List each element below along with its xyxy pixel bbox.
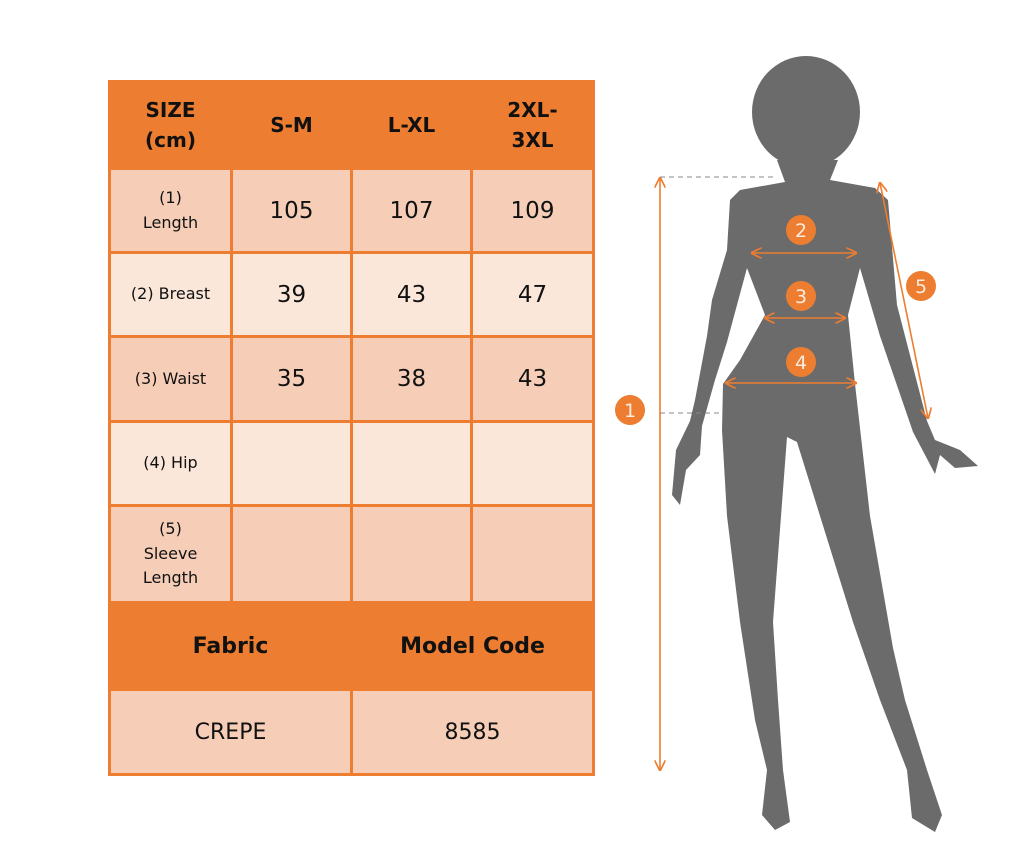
cell: 39	[230, 251, 353, 338]
cell: 43	[470, 335, 595, 423]
measurement-guides	[660, 176, 928, 770]
model-code-header: Model Code	[350, 601, 595, 691]
header-size: SIZE (cm)	[108, 80, 233, 170]
cell	[350, 420, 473, 507]
marker-1: 1	[615, 395, 645, 425]
row-label: (2) Breast	[108, 251, 233, 338]
table-row: (3) Waist 35 38 43	[108, 335, 595, 423]
header-row: SIZE (cm) S-M L-XL 2XL- 3XL	[108, 80, 595, 170]
marker-3: 3	[786, 281, 816, 311]
cell: 43	[350, 251, 473, 338]
header-l-xl: L-XL	[350, 80, 473, 170]
model-code-value: 8585	[350, 688, 595, 776]
table-row: (4) Hip	[108, 420, 595, 507]
cell: 109	[470, 167, 595, 254]
svg-text:4: 4	[795, 352, 807, 374]
footer-value-row: CREPE 8585	[108, 688, 595, 776]
cell	[470, 504, 595, 604]
marker-4: 4	[786, 347, 816, 377]
sleeve-arrow	[880, 183, 928, 418]
header-2xl-3xl: 2XL- 3XL	[470, 80, 595, 170]
table-row: (2) Breast 39 43 47	[108, 251, 595, 338]
svg-text:2: 2	[795, 220, 807, 242]
cell	[230, 504, 353, 604]
table-row: (1) Length 105 107 109	[108, 167, 595, 254]
marker-2: 2	[786, 215, 816, 245]
row-label: (4) Hip	[108, 420, 233, 507]
svg-text:1: 1	[624, 400, 636, 422]
svg-text:5: 5	[915, 276, 927, 298]
fabric-header: Fabric	[108, 601, 353, 691]
silhouette-icon	[672, 56, 978, 832]
row-label: (5) Sleeve Length	[108, 504, 233, 604]
cell: 107	[350, 167, 473, 254]
marker-5: 5	[906, 271, 936, 301]
cell: 38	[350, 335, 473, 423]
svg-text:3: 3	[795, 286, 807, 308]
cell: 35	[230, 335, 353, 423]
size-chart-table: SIZE (cm) S-M L-XL 2XL- 3XL (1) Length 105 …	[108, 80, 595, 776]
cell: 47	[470, 251, 595, 338]
cell	[470, 420, 595, 507]
fabric-value: CREPE	[108, 688, 353, 776]
footer-header-row: Fabric Model Code	[108, 601, 595, 691]
table-row: (5) Sleeve Length	[108, 504, 595, 604]
row-label: (1) Length	[108, 167, 233, 254]
header-s-m: S-M	[230, 80, 353, 170]
cell: 105	[230, 167, 353, 254]
cell	[350, 504, 473, 604]
row-label: (3) Waist	[108, 335, 233, 423]
cell	[230, 420, 353, 507]
